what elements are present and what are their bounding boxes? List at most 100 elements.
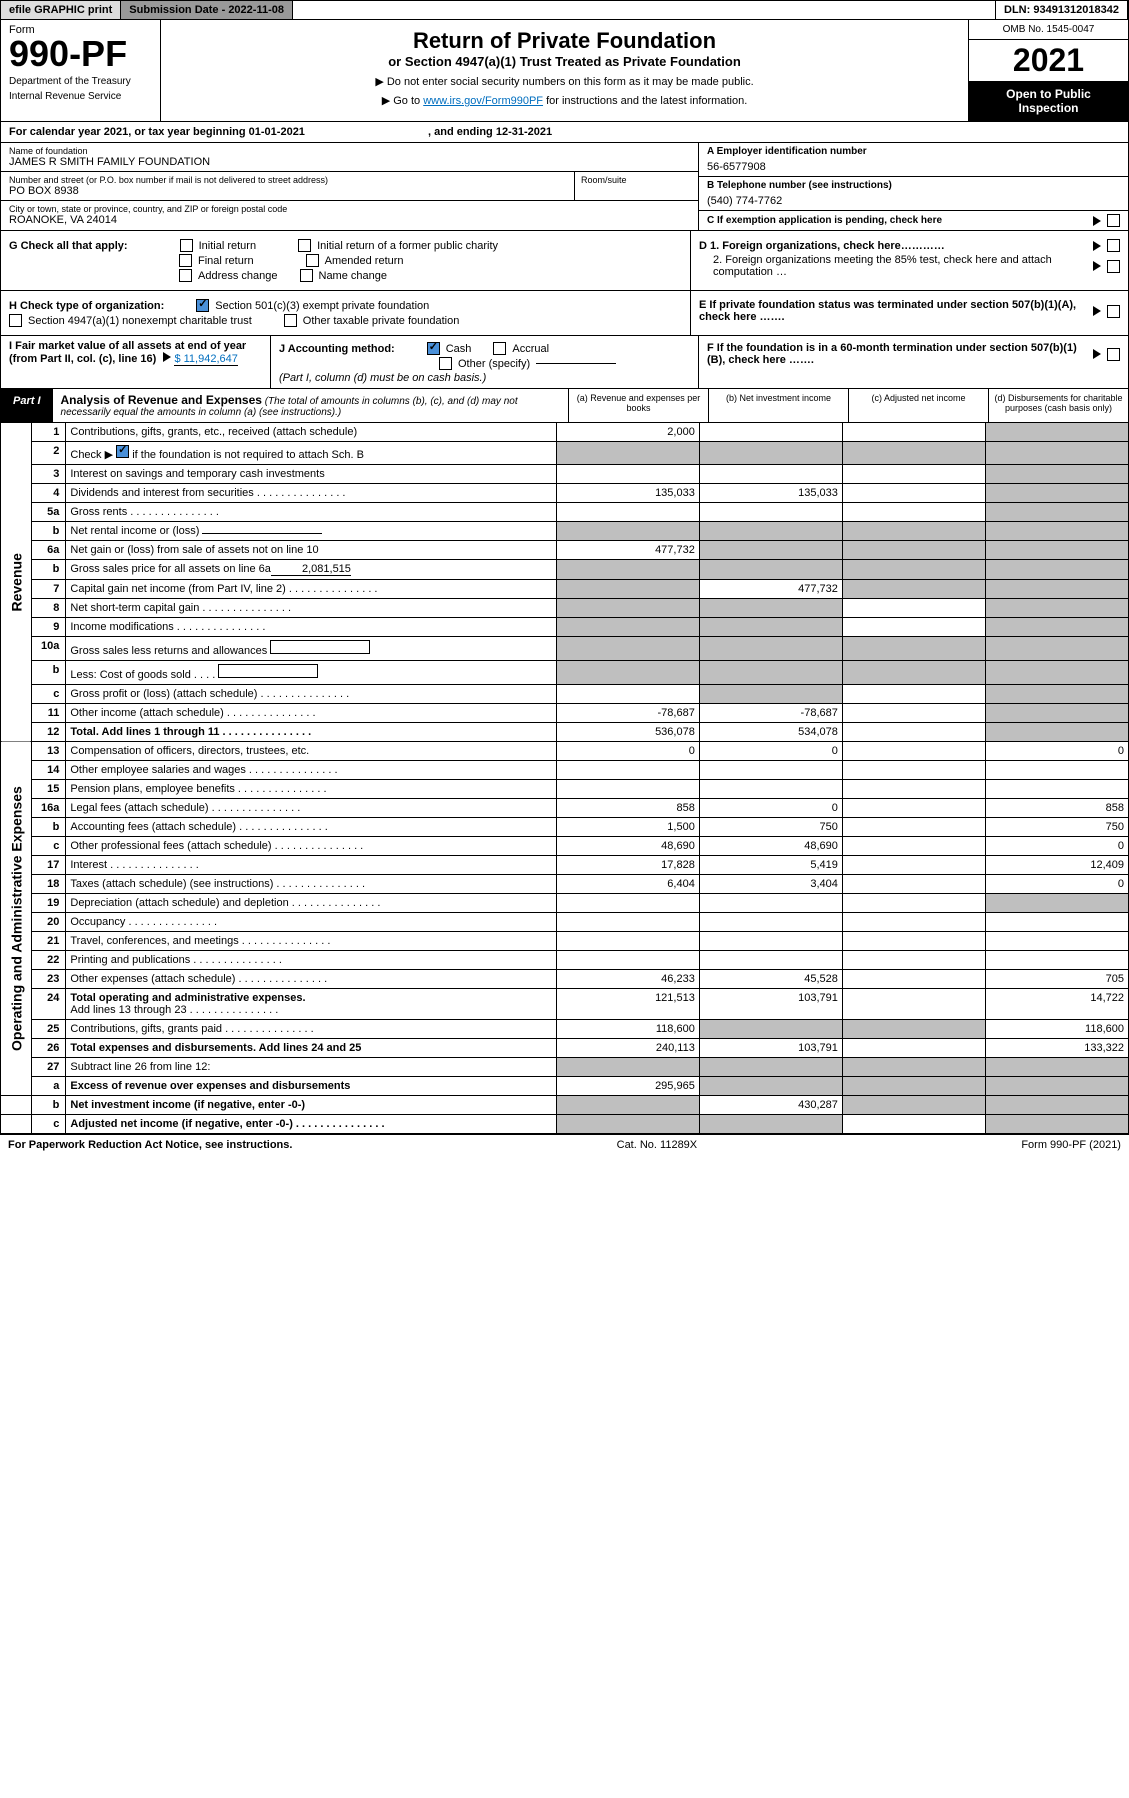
ein-val: 56-6577908 bbox=[707, 157, 1120, 173]
g-opt0: Initial return bbox=[199, 240, 256, 252]
line-11-b: -78,687 bbox=[699, 704, 842, 723]
line-2-no: 2 bbox=[31, 442, 66, 465]
4947-checkbox[interactable] bbox=[9, 314, 22, 327]
line-4-b: 135,033 bbox=[699, 484, 842, 503]
line-12-desc: Total. Add lines 1 through 11 bbox=[66, 723, 556, 742]
line-22-desc: Printing and publications bbox=[66, 951, 556, 970]
line-3-no: 3 bbox=[31, 465, 66, 484]
line-10c-desc: Gross profit or (loss) (attach schedule) bbox=[66, 685, 556, 704]
line-12-no: 12 bbox=[31, 723, 66, 742]
identity-block: Name of foundation JAMES R SMITH FAMILY … bbox=[0, 143, 1129, 231]
line-5a-no: 5a bbox=[31, 503, 66, 522]
paperwork-notice: For Paperwork Reduction Act Notice, see … bbox=[8, 1139, 292, 1151]
fmv-value: $ 11,942,647 bbox=[174, 353, 237, 366]
note-ssn: ▶ Do not enter social security numbers o… bbox=[169, 75, 960, 88]
line-13-desc: Compensation of officers, directors, tru… bbox=[66, 742, 556, 761]
line-26-a: 240,113 bbox=[556, 1039, 699, 1058]
efile-print-button[interactable]: efile GRAPHIC print bbox=[1, 1, 121, 19]
e-checkbox[interactable] bbox=[1107, 305, 1120, 318]
line-23-no: 23 bbox=[31, 970, 66, 989]
topbar: efile GRAPHIC print Submission Date - 20… bbox=[0, 0, 1129, 20]
initial-former-checkbox[interactable] bbox=[298, 239, 311, 252]
d1-label: D 1. Foreign organizations, check here……… bbox=[699, 240, 945, 252]
city-label: City or town, state or province, country… bbox=[9, 204, 690, 214]
arrow-icon bbox=[1093, 241, 1101, 251]
line-26-d: 133,322 bbox=[985, 1039, 1128, 1058]
initial-return-checkbox[interactable] bbox=[180, 239, 193, 252]
line-22-no: 22 bbox=[31, 951, 66, 970]
line-7-desc: Capital gain net income (from Part IV, l… bbox=[66, 580, 556, 599]
line-16b-b: 750 bbox=[699, 818, 842, 837]
line-25-no: 25 bbox=[31, 1020, 66, 1039]
line-25-a: 118,600 bbox=[556, 1020, 699, 1039]
line-13-a: 0 bbox=[556, 742, 699, 761]
line-16c-no: c bbox=[31, 837, 66, 856]
cash-checkbox[interactable] bbox=[427, 342, 440, 355]
line-6b-val: 2,081,515 bbox=[271, 563, 351, 576]
h-label: H Check type of organization: bbox=[9, 300, 164, 312]
arrow-icon bbox=[163, 352, 171, 362]
line-4-no: 4 bbox=[31, 484, 66, 503]
line-27-desc: Subtract line 26 from line 12: bbox=[66, 1058, 556, 1077]
line-27b-no: b bbox=[31, 1096, 66, 1115]
line-25-desc: Contributions, gifts, grants paid bbox=[66, 1020, 556, 1039]
city-val: ROANOKE, VA 24014 bbox=[9, 214, 690, 226]
line-20-no: 20 bbox=[31, 913, 66, 932]
section-ij: I Fair market value of all assets at end… bbox=[0, 336, 1129, 389]
expenses-sidelabel: Operating and Administrative Expenses bbox=[1, 742, 32, 1096]
g-opt4: Address change bbox=[198, 270, 278, 282]
arrow-icon bbox=[1093, 349, 1101, 359]
exempt-label: C If exemption application is pending, c… bbox=[707, 215, 942, 226]
form-header: Form 990-PF Department of the Treasury I… bbox=[0, 20, 1129, 122]
line-7-b: 477,732 bbox=[699, 580, 842, 599]
line-2-post: if the foundation is not required to att… bbox=[132, 449, 364, 461]
other-method-checkbox[interactable] bbox=[439, 357, 452, 370]
line-18-b: 3,404 bbox=[699, 875, 842, 894]
line-26-no: 26 bbox=[31, 1039, 66, 1058]
d1-checkbox[interactable] bbox=[1107, 239, 1120, 252]
line-26-b: 103,791 bbox=[699, 1039, 842, 1058]
schb-checkbox[interactable] bbox=[116, 445, 129, 458]
check-section-g: G Check all that apply: Initial return I… bbox=[0, 231, 1129, 291]
cal-mid: , and ending bbox=[428, 126, 496, 138]
other-taxable-checkbox[interactable] bbox=[284, 314, 297, 327]
line-17-b: 5,419 bbox=[699, 856, 842, 875]
501c3-checkbox[interactable] bbox=[196, 299, 209, 312]
g-opt2: Final return bbox=[198, 255, 254, 267]
part1-tag: Part I bbox=[1, 389, 53, 422]
name-change-checkbox[interactable] bbox=[300, 269, 313, 282]
line-19-desc: Depreciation (attach schedule) and deple… bbox=[66, 894, 556, 913]
line-4-a: 135,033 bbox=[556, 484, 699, 503]
j-cash: Cash bbox=[446, 343, 472, 355]
line-17-no: 17 bbox=[31, 856, 66, 875]
line-27c-desc: Adjusted net income (if negative, enter … bbox=[66, 1115, 556, 1134]
submission-date: Submission Date - 2022-11-08 bbox=[121, 1, 293, 19]
part1-title: Analysis of Revenue and Expenses bbox=[61, 393, 262, 407]
g-opt3: Amended return bbox=[325, 255, 404, 267]
line-5b-desc: Net rental income or (loss) bbox=[70, 525, 199, 537]
note2-pre: ▶ Go to bbox=[382, 95, 423, 107]
d2-checkbox[interactable] bbox=[1107, 260, 1120, 273]
col-d-hdr: (d) Disbursements for charitable purpose… bbox=[988, 389, 1128, 422]
cal-begin: 01-01-2021 bbox=[249, 126, 305, 138]
g-opt5: Name change bbox=[319, 270, 388, 282]
line-27a-desc: Excess of revenue over expenses and disb… bbox=[66, 1077, 556, 1096]
room-label: Room/suite bbox=[581, 175, 694, 185]
line-27b-b: 430,287 bbox=[699, 1096, 842, 1115]
amended-return-checkbox[interactable] bbox=[306, 254, 319, 267]
accrual-checkbox[interactable] bbox=[493, 342, 506, 355]
f-checkbox[interactable] bbox=[1107, 348, 1120, 361]
line-16b-d: 750 bbox=[985, 818, 1128, 837]
line-16b-desc: Accounting fees (attach schedule) bbox=[66, 818, 556, 837]
exempt-checkbox[interactable] bbox=[1107, 214, 1120, 227]
final-return-checkbox[interactable] bbox=[179, 254, 192, 267]
irs-link[interactable]: www.irs.gov/Form990PF bbox=[423, 95, 543, 107]
address-change-checkbox[interactable] bbox=[179, 269, 192, 282]
line-11-a: -78,687 bbox=[556, 704, 699, 723]
h-opt3: Other taxable private foundation bbox=[303, 315, 460, 327]
cal-pre: For calendar year 2021, or tax year begi… bbox=[9, 126, 249, 138]
line-16a-b: 0 bbox=[699, 799, 842, 818]
irs-label: Internal Revenue Service bbox=[9, 91, 152, 102]
line-16b-no: b bbox=[31, 818, 66, 837]
line-18-d: 0 bbox=[985, 875, 1128, 894]
